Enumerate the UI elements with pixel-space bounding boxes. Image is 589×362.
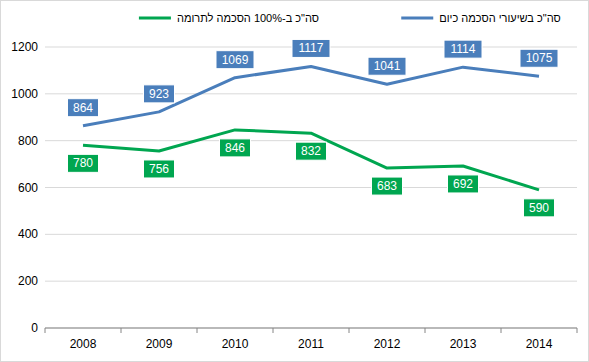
- legend-swatch: [401, 17, 433, 20]
- data-label: 692: [453, 177, 473, 191]
- x-tick-label: 2008: [70, 337, 97, 351]
- data-label-box: [520, 49, 558, 67]
- plot: [83, 66, 539, 189]
- data-label: 756: [149, 162, 169, 176]
- y-tick-label: 600: [18, 181, 38, 195]
- data-label-box: [444, 40, 482, 58]
- grid-line: [45, 328, 577, 329]
- grid-line: [45, 234, 577, 235]
- data-label-box: [68, 154, 99, 172]
- data-label-box: [68, 99, 99, 117]
- y-tick-label: 400: [18, 227, 38, 241]
- data-label: 1114: [451, 42, 476, 56]
- x-tick: [501, 328, 502, 333]
- x-tick: [45, 328, 46, 333]
- x-tick: [349, 328, 350, 333]
- y-tick-label: 200: [18, 274, 38, 288]
- data-label: 1075: [526, 51, 553, 65]
- x-tick-label: 2011: [298, 337, 324, 351]
- data-label-box: [216, 51, 254, 69]
- data-label: 590: [529, 201, 549, 215]
- grid-line: [45, 187, 577, 188]
- y-tick-label: 0: [31, 321, 38, 335]
- grid-line: [45, 93, 577, 94]
- legend-label: סה"כ בשיעורי הסכמה כיום: [439, 12, 561, 24]
- x-tick: [577, 328, 578, 333]
- data-label: 923: [149, 87, 169, 101]
- grid-line: [45, 140, 577, 141]
- x-tick-label: 2014: [526, 337, 553, 351]
- x-tick-label: 2013: [450, 337, 477, 351]
- data-label-box: [144, 85, 175, 103]
- data-label-box: [144, 160, 175, 178]
- x-axis: [45, 328, 577, 329]
- data-label-box: [368, 57, 406, 75]
- x-tick: [425, 328, 426, 333]
- data-label-box: [296, 142, 327, 160]
- y-tick-label: 1200: [11, 40, 38, 54]
- data-label: 864: [73, 101, 93, 115]
- grid-line: [45, 281, 577, 282]
- x-tick-label: 2012: [374, 337, 401, 351]
- x-tick: [197, 328, 198, 333]
- y-tick-label: 800: [18, 134, 38, 148]
- legend-label: סה"כ ב-100% הסכמה לתרומה: [177, 12, 319, 24]
- data-label-box: [524, 199, 555, 217]
- data-label: 1069: [222, 53, 249, 67]
- data-label-box: [372, 177, 403, 195]
- y-tick-label: 1000: [11, 87, 38, 101]
- frame: [1, 1, 589, 362]
- data-label: 780: [73, 156, 93, 170]
- data-label-box: [220, 139, 251, 157]
- x-tick-label: 2009: [146, 337, 173, 351]
- chart: 0 200 400 600 800 1000 1200 2008 2009 2010 2011 201…: [0, 0, 589, 362]
- x-tick-label: 2010: [222, 337, 249, 351]
- data-label: 683: [377, 179, 397, 193]
- x-tick: [121, 328, 122, 333]
- data-label-box: [292, 39, 330, 57]
- data-label: 832: [301, 144, 321, 158]
- data-label: 846: [225, 141, 245, 155]
- legend-swatch: [139, 17, 171, 20]
- data-label-box: [448, 175, 479, 193]
- data-label: 1041: [374, 59, 401, 73]
- data-label: 1117: [299, 41, 324, 55]
- x-tick: [273, 328, 274, 333]
- series-line: [83, 66, 539, 125]
